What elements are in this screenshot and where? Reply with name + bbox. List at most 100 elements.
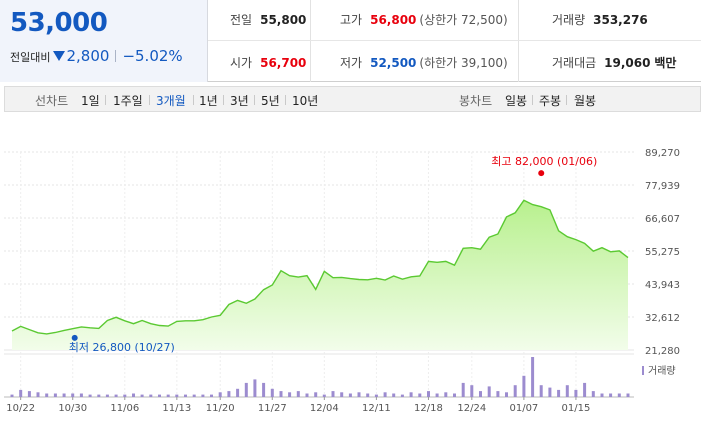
volume-bar — [184, 394, 187, 397]
quote-panel: 53,000 전일대비 2,800 −5.02% 전일 55,800 고가 56,800… — [0, 0, 701, 82]
volume-bar — [27, 391, 31, 397]
y-tick-label: 21,280 — [645, 346, 680, 357]
lower-limit: (하한가 39,100) — [419, 56, 508, 70]
period-divider — [105, 95, 106, 105]
column-divider — [310, 0, 311, 82]
volume-bar — [105, 394, 109, 397]
volume-bar — [557, 389, 561, 397]
volume-bar — [262, 382, 266, 397]
period-5y[interactable]: 5년 — [261, 94, 280, 108]
x-tick-label: 11/13 — [162, 403, 191, 414]
min-annotation: 최저 26,800 (10/27) — [69, 341, 175, 354]
volume-bar — [513, 385, 517, 397]
x-tick-label: 11/20 — [206, 403, 235, 414]
volume-bar — [609, 393, 613, 397]
period-3y[interactable]: 3년 — [230, 94, 249, 108]
change-amount: 2,800 — [66, 47, 110, 65]
period-divider — [223, 95, 224, 105]
volume-bar — [600, 393, 604, 397]
volume-label: 거래량 — [552, 13, 586, 27]
volume-bar — [591, 391, 595, 397]
volume-bar — [36, 392, 40, 397]
volume-bar — [88, 394, 92, 397]
period-1w[interactable]: 1주일 — [113, 94, 143, 108]
volume-bar — [461, 382, 465, 397]
volume-bar — [574, 389, 578, 397]
volume-bar — [617, 393, 621, 397]
volume-bar — [218, 392, 222, 397]
volume-cell: 거래량 353,276 — [552, 11, 648, 28]
volume-bar — [192, 394, 196, 397]
volume-legend-label: 거래량 — [648, 365, 676, 377]
candle-weekly[interactable]: 주봉 — [539, 94, 562, 108]
volume-legend-swatch — [642, 366, 644, 375]
volume-bar — [435, 393, 439, 397]
period-divider — [193, 95, 194, 105]
x-tick-label: 01/07 — [509, 403, 538, 414]
prev-close-value: 55,800 — [260, 13, 307, 27]
x-tick-label: 11/27 — [258, 403, 287, 414]
period-3m[interactable]: 3개월 — [156, 94, 186, 108]
volume-bar — [227, 391, 231, 397]
x-tick-label: 12/24 — [457, 403, 486, 414]
high-value: 56,800 — [370, 13, 417, 27]
period-10y[interactable]: 10년 — [292, 94, 319, 108]
price-chart: 89,270 77,939 66,607 55,275 43,943 32,612 21,2… — [4, 148, 680, 414]
volume-bar — [97, 394, 101, 397]
prev-close-cell: 전일 55,800 — [230, 11, 306, 28]
price-line — [11, 199, 629, 335]
x-tick-label: 12/04 — [310, 403, 339, 414]
volume-bar — [409, 392, 413, 397]
y-axis: 89,270 77,939 66,607 55,275 43,943 32,612 21,2… — [645, 148, 680, 357]
period-1d[interactable]: 1일 — [81, 94, 100, 108]
volume-bar — [340, 392, 344, 397]
volume-bar — [132, 393, 135, 397]
volume-bar — [583, 382, 587, 397]
y-tick-label: 66,607 — [645, 214, 680, 225]
down-triangle-icon — [53, 51, 66, 61]
max-annotation-date: (01/06) — [557, 155, 597, 168]
x-tick-label: 11/06 — [110, 403, 139, 414]
volume-bar — [314, 392, 318, 397]
period-divider — [566, 95, 567, 105]
volume-bar — [79, 393, 83, 397]
period-1y[interactable]: 1년 — [199, 94, 218, 108]
volume-bar — [45, 393, 49, 397]
trade-amount-label: 거래대금 — [552, 56, 597, 70]
candle-monthly[interactable]: 월봉 — [574, 94, 597, 108]
change-percent: −5.02% — [122, 47, 183, 65]
volume-bar — [487, 386, 491, 397]
volume-bar — [158, 394, 161, 397]
y-tick-label: 43,943 — [645, 280, 680, 291]
open-value: 56,700 — [260, 56, 307, 70]
period-selector-bar: 선차트 1일 1주일 3개월 1년 3년 5년 10년 봉차트 일봉 주봉 월봉 — [4, 86, 701, 112]
volume-bar — [348, 393, 352, 397]
volume-bar — [62, 393, 66, 397]
volume-bar — [383, 392, 387, 397]
volume-bar — [565, 385, 569, 397]
volume-bar — [270, 388, 274, 397]
period-divider — [254, 95, 255, 105]
trade-amount-unit: 백만 — [654, 56, 677, 70]
volume-bar — [279, 391, 283, 397]
row-divider — [208, 40, 701, 41]
high-cell: 고가 56,800 (상한가 72,500) — [340, 11, 508, 28]
volume-bar — [53, 393, 57, 397]
x-tick-label: 01/15 — [562, 403, 591, 414]
max-annotation: 최고 82,000 (01/06) — [491, 155, 597, 168]
volume-bar — [418, 393, 422, 397]
min-annotation-date: (10/27) — [134, 341, 174, 354]
max-marker — [538, 170, 545, 177]
min-annotation-label: 최저 — [69, 341, 89, 354]
max-annotation-label: 최고 — [491, 155, 511, 168]
candle-daily[interactable]: 일봉 — [505, 94, 528, 108]
volume-bar — [19, 389, 23, 397]
y-tick-label: 89,270 — [645, 148, 680, 159]
annotations: 최고 82,000 (01/06) 최저 26,800 (10/27) — [69, 155, 598, 354]
volume-bar — [374, 394, 378, 397]
current-price: 53,000 — [10, 8, 108, 38]
line-chart-title: 선차트 — [35, 94, 69, 108]
volume-bar — [201, 394, 205, 397]
y-tick-label: 32,612 — [645, 313, 680, 324]
upper-limit: (상한가 72,500) — [419, 13, 508, 27]
